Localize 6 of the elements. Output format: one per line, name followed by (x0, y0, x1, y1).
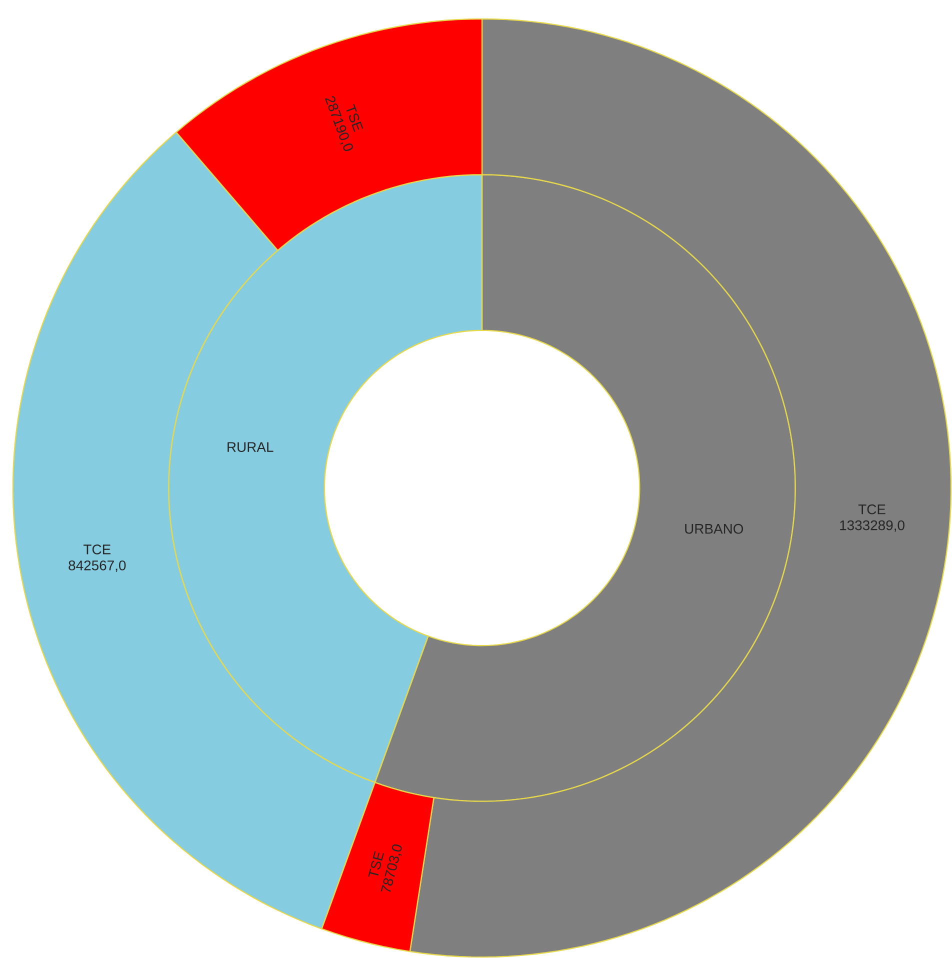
data-label: 1333289,0 (840, 520, 904, 532)
data-label: 842567,0 (68, 560, 126, 572)
slice-label: TCE (84, 544, 110, 554)
slice-label: RURAL (228, 442, 274, 452)
slice-label: URBANO (685, 524, 744, 534)
slice-label: TCE (858, 504, 886, 514)
